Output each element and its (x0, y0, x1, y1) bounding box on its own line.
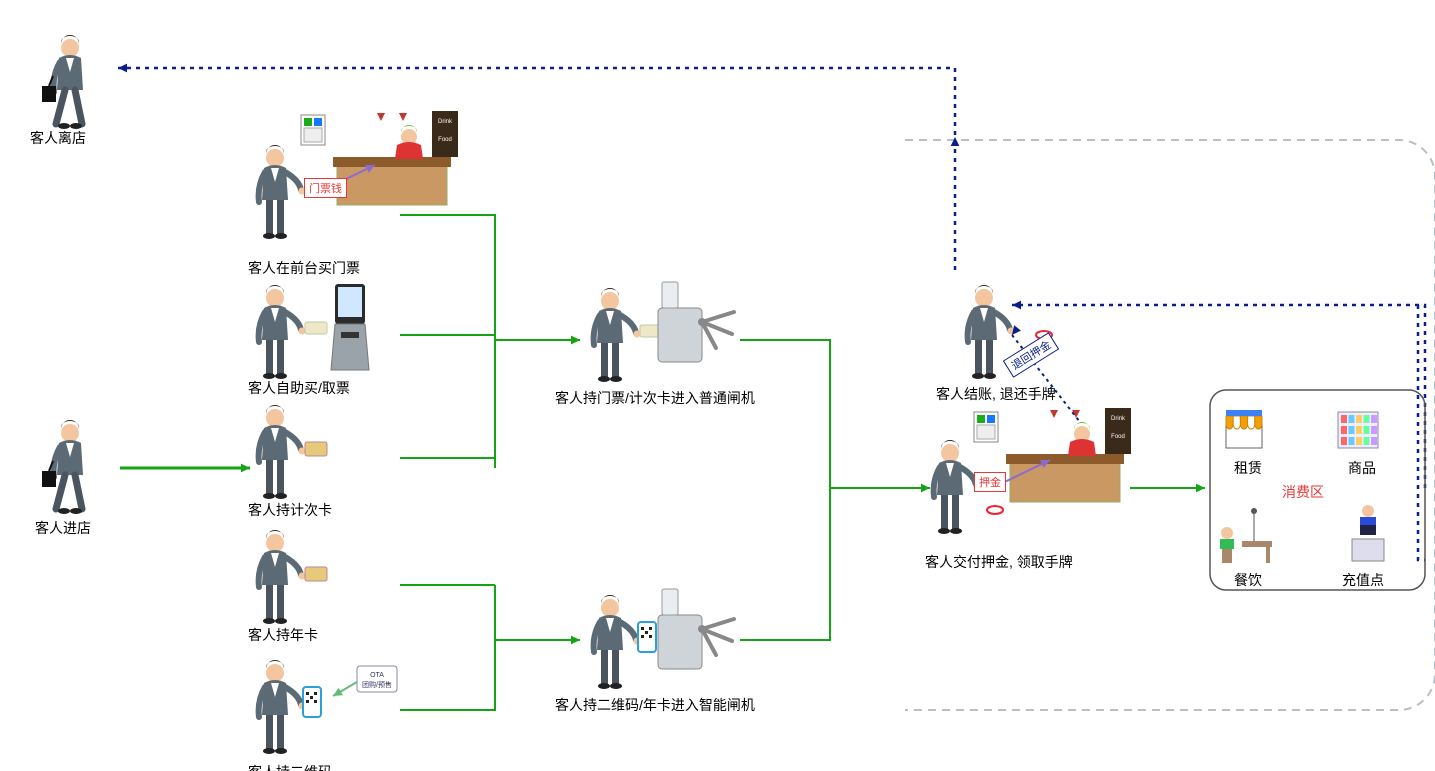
tag-ticket_money: 门票钱 (304, 178, 347, 198)
label-goods: 商品 (1348, 458, 1376, 478)
svg-text:Food: Food (1111, 434, 1125, 440)
turnstile-icon (658, 589, 734, 669)
person-qr (259, 660, 321, 754)
label-rent: 租赁 (1234, 458, 1262, 478)
svg-text:Drink: Drink (1111, 416, 1126, 422)
tag-deposit_money: 押金 (974, 472, 1006, 492)
label-times-card: 客人持计次卡 (248, 500, 332, 520)
svg-text:团购/预售: 团购/预售 (362, 680, 392, 689)
wristband-icon (987, 506, 1003, 514)
label-recharge: 充值点 (1342, 570, 1384, 590)
diagram-canvas: Drink Food OTA团购/预售 Drink Food (0, 0, 1435, 771)
shop-rent-icon (1226, 410, 1262, 448)
label-enter: 客人进店 (35, 518, 91, 538)
label-leave: 客人离店 (30, 128, 86, 148)
label-gate-normal: 客人持门票/计次卡进入普通闸机 (555, 388, 755, 408)
label-qr: 客人持二维码 (248, 762, 332, 771)
label-self-kiosk: 客人自助买/取票 (248, 378, 350, 398)
person-enter (42, 420, 83, 514)
zone-title: 消费区 (1282, 482, 1324, 502)
label-year-card: 客人持年卡 (248, 625, 318, 645)
label-buy-desk: 客人在前台买门票 (248, 258, 360, 278)
person-times-card (259, 405, 327, 499)
svg-text:Drink: Drink (438, 119, 453, 125)
shop-goods-icon (1338, 412, 1378, 448)
turnstile-icon (658, 282, 734, 362)
kiosk-icon (331, 284, 369, 370)
label-food: 餐饮 (1234, 570, 1262, 590)
svg-text:Food: Food (438, 137, 452, 143)
person-leave (42, 35, 83, 129)
shop-recharge-icon (1352, 505, 1384, 561)
label-gate-smart: 客人持二维码/年卡进入智能闸机 (555, 695, 755, 715)
shop-food-icon (1220, 508, 1272, 563)
svg-text:OTA: OTA (370, 672, 384, 679)
person-gate-normal (594, 288, 662, 382)
label-checkout: 客人结账, 退还手牌 (936, 384, 1056, 404)
person-self-kiosk (259, 285, 327, 379)
person-year-card (259, 530, 327, 624)
label-deposit: 客人交付押金, 领取手牌 (925, 552, 1073, 572)
person-gate-smart (594, 595, 656, 689)
